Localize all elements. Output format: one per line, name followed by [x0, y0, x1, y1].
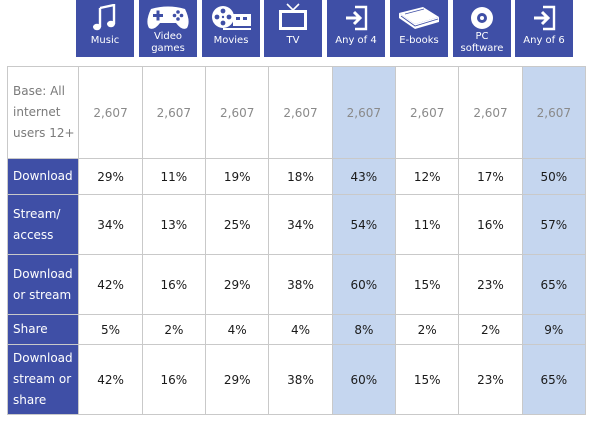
column-label: Any of 4 [335, 35, 377, 46]
data-table: Base: All internet users 12+ 2,607 2,607… [6, 66, 587, 415]
table-row-download-stream-or-share: Download stream or share 42% 16% 29% 38%… [6, 344, 587, 415]
table-cell: 8% [331, 314, 397, 345]
row-header-stream-access: Stream/ access [6, 194, 80, 255]
column-header-video-games: Video games [139, 0, 197, 57]
table-cell: 54% [331, 194, 397, 255]
table-cell: 25% [205, 194, 270, 255]
table-cell: 2,607 [268, 66, 333, 159]
table-cell: 18% [268, 158, 333, 195]
table-cell: 2,607 [394, 66, 460, 159]
table-row-download-or-stream: Download or stream 42% 16% 29% 38% 60% 1… [6, 254, 587, 315]
row-header-download-or-stream: Download or stream [6, 254, 80, 315]
table-cell: 2,607 [78, 66, 143, 159]
column-label: TV [286, 35, 300, 46]
table-cell: 2,607 [331, 66, 397, 159]
column-header-movies: Movies [202, 0, 260, 57]
table-cell: 60% [331, 254, 397, 315]
table-cell: 16% [141, 344, 207, 415]
music-note-icon [76, 3, 134, 33]
table-cell: 2% [458, 314, 523, 345]
table-cell: 34% [78, 194, 143, 255]
table-cell: 16% [141, 254, 207, 315]
table-cell: 15% [394, 344, 460, 415]
table-cell: 16% [458, 194, 523, 255]
table-cell: 9% [521, 314, 587, 345]
table-cell: 57% [521, 194, 587, 255]
column-label: Movies [213, 35, 249, 46]
table-cell: 2,607 [141, 66, 207, 159]
column-label: Any of 6 [523, 35, 565, 46]
table-cell: 50% [521, 158, 587, 195]
film-reel-icon [202, 3, 260, 33]
table-row-base: Base: All internet users 12+ 2,607 2,607… [6, 66, 587, 159]
table-cell: 42% [78, 254, 143, 315]
table-cell: 60% [331, 344, 397, 415]
disc-icon [453, 3, 511, 33]
table-cell: 65% [521, 254, 587, 315]
table-cell: 34% [268, 194, 333, 255]
table-row-download: Download 29% 11% 19% 18% 43% 12% 17% 50% [6, 158, 587, 195]
table-cell: 42% [78, 344, 143, 415]
column-label: Video games [151, 31, 185, 54]
table-cell: 11% [394, 194, 460, 255]
table-cell: 43% [331, 158, 397, 195]
table-cell: 2% [394, 314, 460, 345]
table-cell: 5% [78, 314, 143, 345]
table-cell: 13% [141, 194, 207, 255]
table-cell: 29% [205, 344, 270, 415]
table-cell: 65% [521, 344, 587, 415]
table-cell: 4% [268, 314, 333, 345]
enter-arrow-icon [515, 3, 573, 33]
column-label: E-books [399, 35, 439, 46]
table-cell: 29% [78, 158, 143, 195]
table-cell: 2,607 [458, 66, 523, 159]
table-cell: 38% [268, 254, 333, 315]
enter-arrow-icon [327, 3, 385, 33]
table-cell: 4% [205, 314, 270, 345]
column-header-e-books: E-books [390, 0, 448, 57]
row-header-base: Base: All internet users 12+ [6, 66, 80, 159]
table-cell: 15% [394, 254, 460, 315]
column-label: PC software [460, 31, 504, 54]
row-header-download: Download [6, 158, 80, 195]
column-label: Music [90, 35, 120, 46]
table-cell: 12% [394, 158, 460, 195]
table-cell: 11% [141, 158, 207, 195]
table-cell: 23% [458, 344, 523, 415]
column-header-music: Music [76, 0, 134, 57]
table-cell: 19% [205, 158, 270, 195]
row-header-share: Share [6, 314, 80, 345]
table-cell: 2% [141, 314, 207, 345]
column-header-tv: TV [264, 0, 322, 57]
table-cell: 17% [458, 158, 523, 195]
column-header-any-of-6: Any of 6 [515, 0, 573, 57]
table-cell: 23% [458, 254, 523, 315]
table-cell: 2,607 [205, 66, 270, 159]
table-cell: 29% [205, 254, 270, 315]
tv-icon [264, 3, 322, 33]
table-row-share: Share 5% 2% 4% 4% 8% 2% 2% 9% [6, 314, 587, 345]
column-header-pc-software: PC software [453, 0, 511, 57]
row-header-download-stream-or-share: Download stream or share [6, 344, 80, 415]
table-cell: 2,607 [521, 66, 587, 159]
gamepad-icon [139, 3, 197, 33]
table-row-stream-access: Stream/ access 34% 13% 25% 34% 54% 11% 1… [6, 194, 587, 255]
table-cell: 38% [268, 344, 333, 415]
books-icon [390, 3, 448, 33]
column-header-any-of-4: Any of 4 [327, 0, 385, 57]
